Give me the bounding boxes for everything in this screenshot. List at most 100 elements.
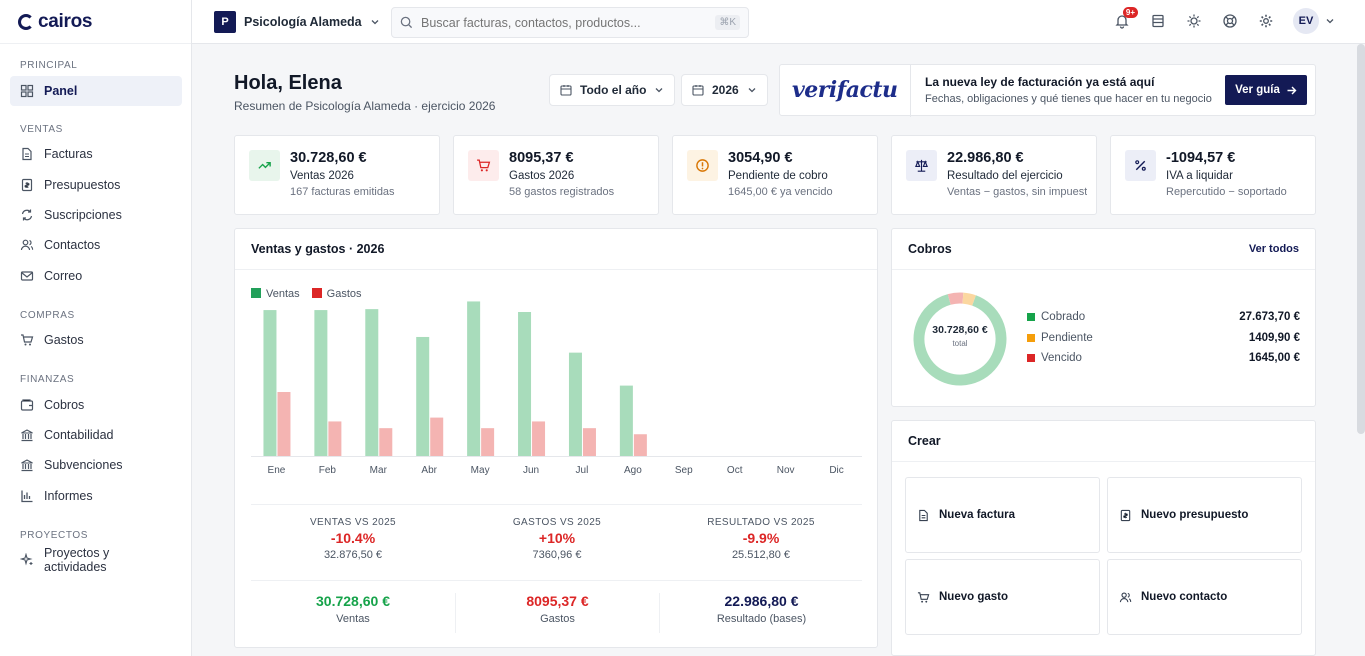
bar-gastos-feb[interactable]: [328, 421, 342, 456]
comparison-value: -9.9%: [742, 530, 780, 546]
sidebar-item-proyectos-y-actividades[interactable]: Proyectos y actividades: [10, 545, 182, 575]
cobro-label: Cobrado: [1041, 311, 1086, 323]
bar-chart-icon: [20, 489, 34, 503]
search-input[interactable]: [421, 15, 708, 30]
bar-gastos-abr[interactable]: [430, 417, 444, 456]
kpi-card[interactable]: 8095,37 € Gastos 2026 58 gastos registra…: [453, 135, 659, 215]
bar-gastos-may[interactable]: [481, 428, 495, 456]
receipt-icon: [20, 178, 34, 192]
nueva-factura-button[interactable]: Nueva factura: [905, 477, 1100, 553]
comparison-previous: 32.876,50 €: [323, 549, 383, 561]
bar-ventas-ene[interactable]: [263, 310, 277, 456]
period-filter[interactable]: Todo el año: [549, 74, 676, 106]
legend-swatch: [1027, 313, 1035, 321]
trending-up-icon: [249, 150, 280, 181]
bar-gastos-mar[interactable]: [379, 428, 393, 456]
app-logo[interactable]: cairos: [0, 0, 191, 44]
bar-ventas-jul[interactable]: [568, 352, 582, 456]
bar-ventas-jun[interactable]: [518, 312, 532, 456]
cobro-label: Pendiente: [1041, 331, 1093, 344]
total-label: Ventas: [336, 613, 370, 625]
sidebar-item-informes[interactable]: Informes: [10, 481, 182, 511]
sales-expenses-panel: Ventas y gastos · 2026 Ventas Gastos Ene…: [234, 228, 878, 648]
total-value: 22.986,80 €: [724, 593, 799, 609]
kpi-card[interactable]: -1094,57 € IVA a liquidar Repercutido − …: [1110, 135, 1316, 215]
kpi-subtext: Ventas − gastos, sin impuestos: [947, 186, 1087, 198]
bar-gastos-ago[interactable]: [633, 434, 647, 456]
bar-ventas-feb[interactable]: [314, 310, 328, 456]
company-name: Psicología Alameda: [244, 15, 362, 29]
nav-section-title: VENTAS: [20, 124, 63, 135]
period-filter-label: Todo el año: [580, 83, 647, 97]
search-box[interactable]: ⌘K: [391, 7, 749, 38]
help-lifebuoy-icon[interactable]: [1221, 12, 1239, 30]
gear-icon[interactable]: [1257, 12, 1275, 30]
kpi-card[interactable]: 3054,90 € Pendiente de cobro 1645,00 € y…: [672, 135, 878, 215]
bell-icon[interactable]: 9+: [1113, 7, 1138, 30]
chart-legend: Ventas Gastos: [251, 288, 362, 300]
x-tick-label: Dic: [829, 465, 843, 476]
legend-swatch: [1027, 354, 1035, 362]
file-icon: [20, 147, 34, 161]
bar-ventas-abr[interactable]: [416, 336, 430, 456]
logo-icon: [18, 13, 34, 30]
kpi-card[interactable]: 30.728,60 € Ventas 2026 167 facturas emi…: [234, 135, 440, 215]
ledger-icon[interactable]: [1149, 12, 1167, 30]
donut-slice-pendiente[interactable]: [912, 291, 1008, 387]
sun-icon[interactable]: [1185, 12, 1203, 30]
sales-chart: Ene Feb Mar Abr May Jun Jul Ago Sep Oct Nov Dic: [251, 301, 862, 476]
legend-item-gastos[interactable]: Gastos: [311, 288, 362, 300]
bar-ventas-ago[interactable]: [619, 385, 633, 456]
cobro-value: 1645,00 €: [1248, 352, 1300, 364]
total-item: 22.986,80 € Resultado (bases): [659, 593, 863, 633]
sidebar-item-suscripciones[interactable]: Suscripciones: [10, 200, 182, 230]
legend-item-ventas[interactable]: Ventas: [251, 288, 300, 300]
sidebar-item-presupuestos[interactable]: Presupuestos: [10, 170, 182, 200]
nuevo-presupuesto-button[interactable]: Nuevo presupuesto: [1107, 477, 1302, 553]
bar-gastos-ene[interactable]: [277, 392, 291, 456]
cobros-panel: Cobros Ver todos 30.728,60 € total Cobra…: [891, 228, 1316, 407]
legend-swatch: [311, 288, 322, 298]
topbar-actions: 9+ EV: [1113, 7, 1335, 34]
dashboard: Hola, Elena Resumen de Psicología Alamed…: [192, 45, 1357, 656]
cobro-value: 27.673,70 €: [1239, 311, 1300, 323]
nuevo-gasto-button[interactable]: Nuevo gasto: [905, 559, 1100, 635]
sidebar-item-gastos[interactable]: Gastos: [10, 325, 182, 355]
nuevo-contacto-button[interactable]: Nuevo contacto: [1107, 559, 1302, 635]
sidebar: cairos PRINCIPAL Panel VENTAS Facturas P…: [0, 0, 192, 656]
bar-ventas-may[interactable]: [467, 301, 481, 456]
panel-title: Cobros: [908, 242, 952, 256]
kpi-label: Ventas 2026: [290, 170, 354, 182]
create-button-label: Nuevo gasto: [939, 591, 1009, 603]
percent-icon: [1125, 150, 1156, 181]
sidebar-item-label: Panel: [44, 84, 78, 98]
view-guide-button[interactable]: Ver guía: [1225, 75, 1307, 105]
sidebar-item-facturas[interactable]: Facturas: [10, 139, 182, 169]
comparison-previous: 25.512,80 €: [731, 549, 791, 561]
sidebar-item-label: Subvenciones: [44, 458, 123, 472]
comparison-previous: 7360,96 €: [532, 549, 582, 561]
sidebar-item-correo[interactable]: Correo: [10, 261, 182, 291]
bar-ventas-mar[interactable]: [365, 309, 379, 456]
page-title: Hola, Elena: [234, 72, 342, 94]
legend-swatch: [251, 288, 261, 298]
sidebar-item-panel[interactable]: Panel: [10, 76, 182, 106]
scrollbar[interactable]: [1357, 44, 1365, 434]
sparkle-icon: [20, 553, 34, 567]
sidebar-item-cobros[interactable]: Cobros: [10, 390, 182, 420]
cobro-label: Vencido: [1041, 352, 1082, 364]
sidebar-item-subvenciones[interactable]: Subvenciones: [10, 450, 182, 480]
company-switcher[interactable]: P Psicología Alameda: [214, 10, 380, 34]
view-all-link[interactable]: Ver todos: [1248, 243, 1299, 255]
sidebar-item-contabilidad[interactable]: Contabilidad: [10, 420, 182, 450]
panel-header: Cobros Ver todos: [892, 229, 1315, 270]
bar-gastos-jun[interactable]: [532, 421, 546, 456]
users-icon: [20, 238, 34, 252]
year-filter[interactable]: 2026: [681, 74, 768, 106]
x-tick-label: Nov: [777, 465, 795, 476]
bar-gastos-jul[interactable]: [582, 428, 596, 456]
kpi-card[interactable]: 22.986,80 € Resultado del ejercicio Vent…: [891, 135, 1097, 215]
comparison-row: VENTAS VS 2025 -10.4% 32.876,50 € GASTOS…: [251, 517, 862, 567]
user-menu[interactable]: EV: [1293, 8, 1335, 34]
sidebar-item-contactos[interactable]: Contactos: [10, 230, 182, 260]
